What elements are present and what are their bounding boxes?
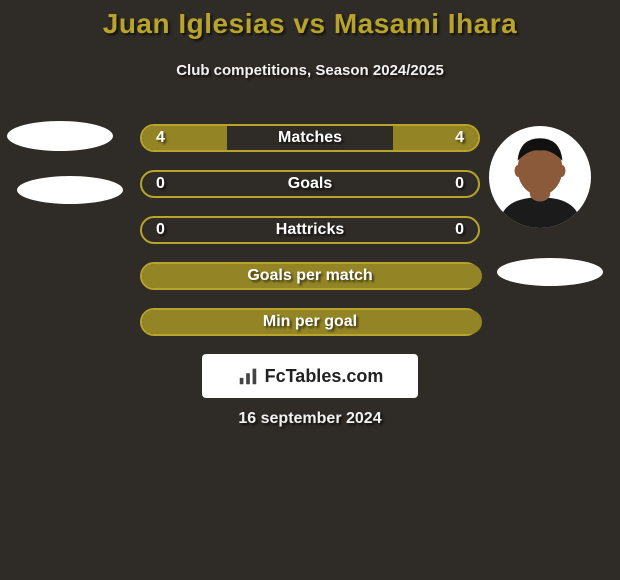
logo-text: FcTables.com [265, 366, 384, 387]
stat-row: Goals per match [140, 262, 480, 290]
stat-value-left: 0 [156, 221, 165, 239]
generated-date: 16 september 2024 [0, 410, 620, 428]
right-player-team-badge [497, 258, 603, 286]
stat-value-right: 0 [455, 221, 464, 239]
stat-value-right: 0 [455, 175, 464, 193]
left-player-team-badge [17, 176, 123, 204]
stat-label: Goals per match [247, 267, 372, 285]
page-title: Juan Iglesias vs Masami Ihara [0, 8, 620, 40]
avatar-icon [489, 126, 591, 228]
stat-value-left: 0 [156, 175, 165, 193]
stat-row: 0 Goals 0 [140, 170, 480, 198]
stat-value-right: 4 [455, 129, 464, 147]
bar-chart-icon [237, 365, 259, 387]
fctables-logo: FcTables.com [202, 354, 418, 398]
stat-fill-left [142, 126, 227, 150]
stat-label: Hattricks [276, 221, 344, 239]
stat-row: 4 Matches 4 [140, 124, 480, 152]
subtitle: Club competitions, Season 2024/2025 [0, 62, 620, 79]
stat-fill-right [393, 126, 478, 150]
stat-row: 0 Hattricks 0 [140, 216, 480, 244]
right-player-avatar [489, 126, 591, 228]
stat-label: Min per goal [263, 313, 357, 331]
stat-label: Goals [288, 175, 332, 193]
stat-row: Min per goal [140, 308, 480, 336]
stat-value-left: 4 [156, 129, 165, 147]
stat-label: Matches [278, 129, 342, 147]
left-player-avatar [7, 121, 113, 151]
